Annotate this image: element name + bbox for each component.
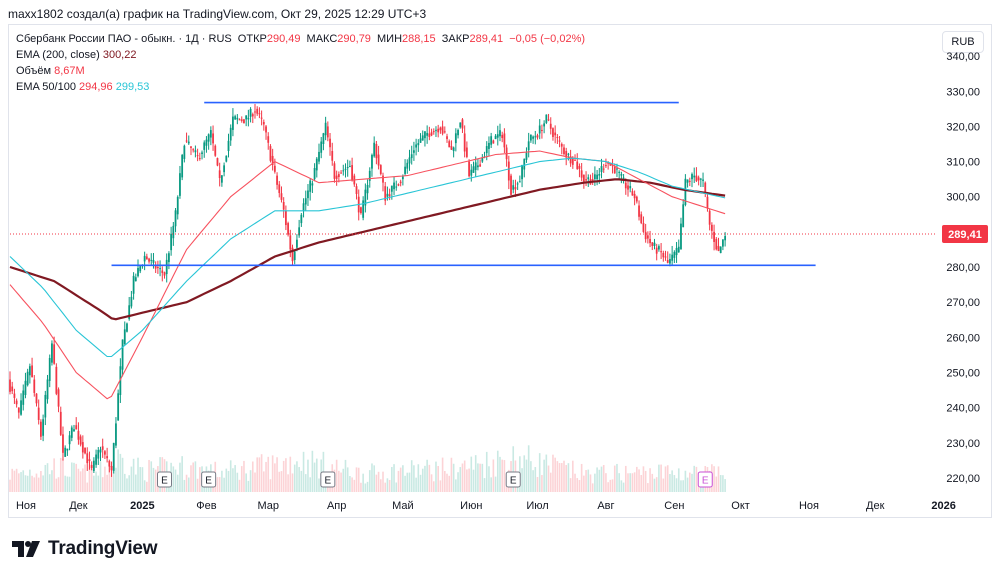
ohlc-legend: Сбербанк России ПАО - обыкн. · 1Д · RUS … (16, 32, 588, 46)
ema-50-100-label: EMA 50/100 (16, 81, 76, 93)
ema-50-100-legend[interactable]: EMA 50/100 294,96 299,53 (16, 80, 149, 94)
low-value: 288,15 (402, 33, 436, 45)
ema200-legend[interactable]: EMA (200, close) 300,22 (16, 48, 136, 62)
close-value: 289,41 (469, 33, 504, 45)
tradingview-wordmark: TradingView (48, 538, 158, 559)
chart-frame (8, 24, 992, 518)
tradingview-logo[interactable]: TradingView (12, 538, 158, 560)
change-value: −0,05 (−0,02%) (509, 33, 586, 45)
volume-value: 8,67M (54, 65, 85, 77)
currency-button[interactable]: RUB (942, 31, 984, 53)
low-label: МИН (377, 33, 403, 45)
ema100-value: 299,53 (115, 81, 150, 93)
volume-label: Объём (16, 65, 52, 77)
open-value: 290,49 (266, 33, 301, 45)
tradingview-logo-icon (12, 541, 40, 557)
symbol-title[interactable]: Сбербанк России ПАО - обыкн. · 1Д · RUS (16, 33, 232, 45)
close-label: ЗАКР (441, 33, 470, 45)
volume-legend[interactable]: Объём 8,67M (16, 64, 85, 78)
ema200-label: EMA (200, close) (16, 49, 100, 61)
ema50-value: 294,96 (79, 81, 113, 93)
ema200-value: 300,22 (102, 49, 137, 61)
high-value: 290,79 (337, 33, 371, 45)
high-label: МАКС (306, 33, 338, 45)
attribution-text: maxx1802 создал(а) график на TradingView… (8, 7, 427, 21)
open-label: ОТКР (237, 33, 267, 45)
